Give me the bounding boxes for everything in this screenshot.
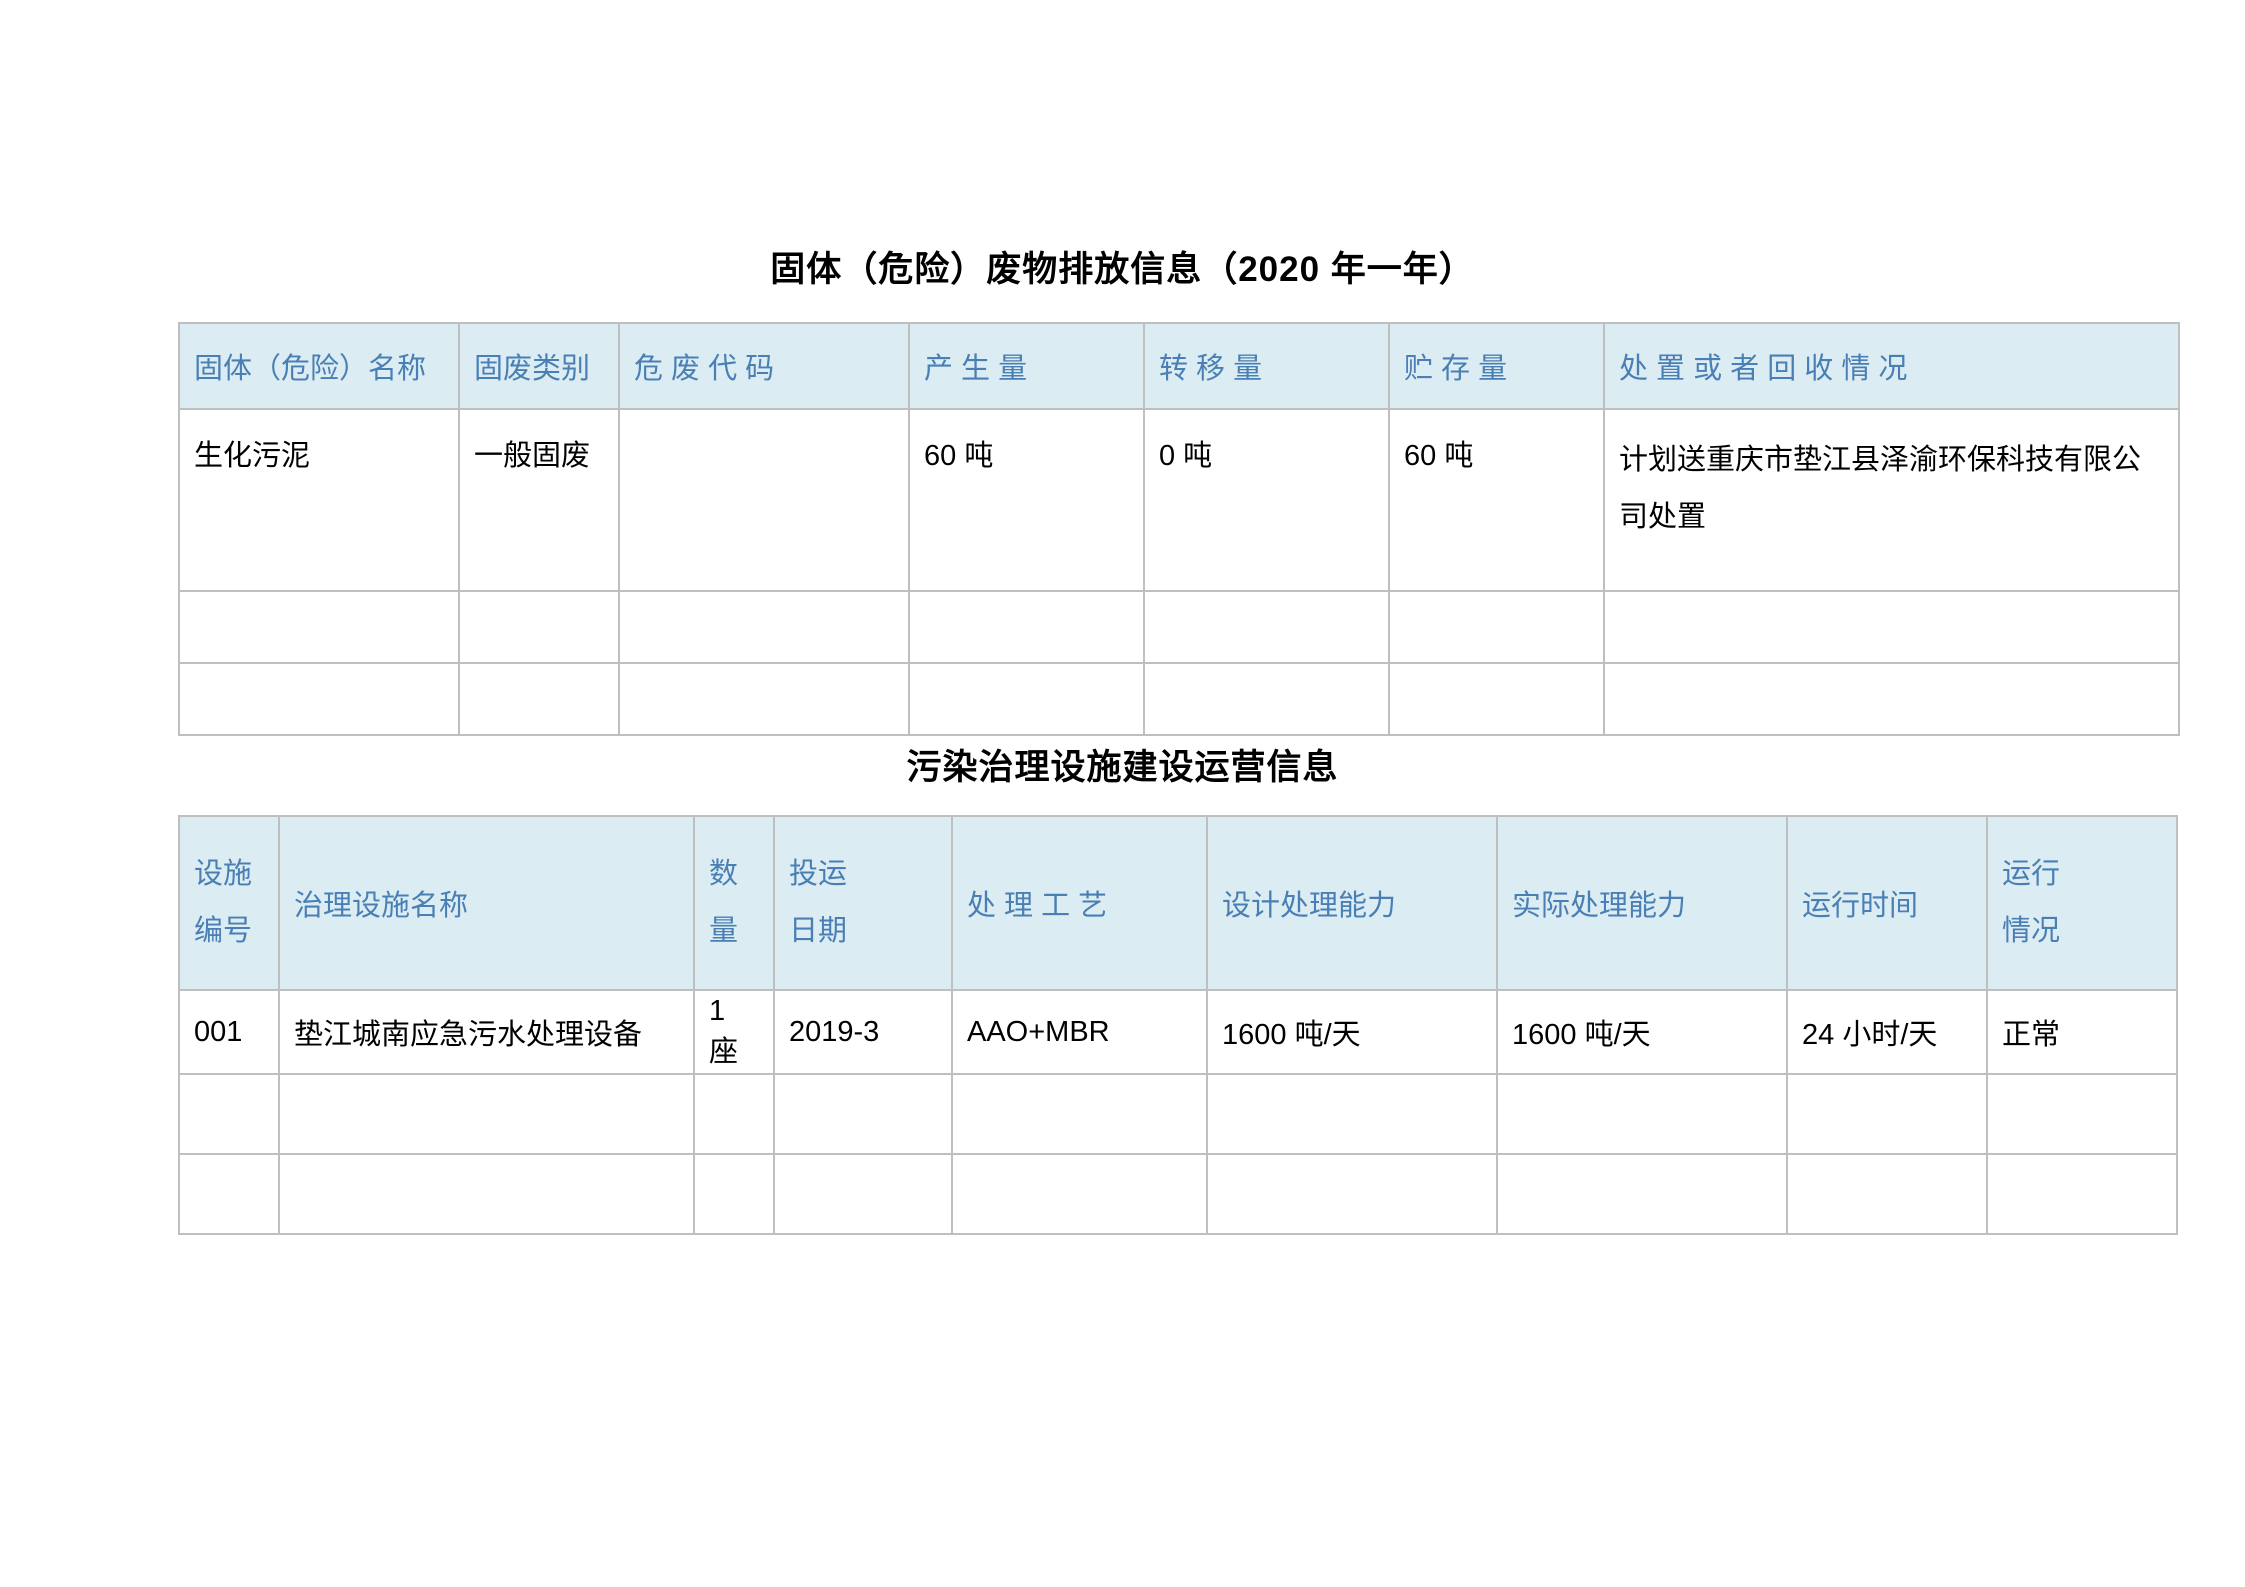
cell-facility-id: [178, 1153, 280, 1235]
cell-disposal-recovery: [1603, 662, 2180, 736]
cell-design-capacity: 1600 吨/天: [1206, 989, 1498, 1075]
cell-transferred-amount: [1143, 662, 1390, 736]
cell-quantity: [693, 1073, 775, 1155]
cell-commission-date: 2019-3: [773, 989, 953, 1075]
cell-generated-amount: [908, 662, 1145, 736]
cell-waste-name: [178, 590, 460, 664]
cell-stored-amount: 60 吨: [1388, 408, 1605, 592]
cell-operating-time: 24 小时/天: [1786, 989, 1988, 1075]
cell-facility-name: [278, 1153, 695, 1235]
facility-table: 设施 编号 治理设施名称 数 量 投运 日期: [178, 815, 2178, 1235]
cell-generated-amount: 60 吨: [908, 408, 1145, 592]
table-row: [178, 662, 2180, 736]
cell-hazard-code: [618, 662, 910, 736]
header-operating-status: 运行 情况: [1986, 815, 2178, 991]
solid-waste-section-title: 固体（危险）废物排放信息（2020 年一年）: [770, 250, 1475, 289]
cell-operating-status: [1986, 1153, 2178, 1235]
cell-disposal-recovery: 计划送重庆市垫江县泽渝环保科技有限公司处置: [1603, 408, 2180, 592]
cell-hazard-code: [618, 590, 910, 664]
cell-design-capacity: [1206, 1153, 1498, 1235]
cell-transferred-amount: 0 吨: [1143, 408, 1390, 592]
cell-actual-capacity: 1600 吨/天: [1496, 989, 1788, 1075]
cell-design-capacity: [1206, 1073, 1498, 1155]
cell-generated-amount: [908, 590, 1145, 664]
cell-operating-status: 正常: [1986, 989, 2178, 1075]
header-waste-name: 固体（危险）名称: [178, 322, 460, 410]
cell-commission-date: [773, 1073, 953, 1155]
header-design-capacity: 设计处理能力: [1206, 815, 1498, 991]
header-quantity: 数 量: [693, 815, 775, 991]
cell-hazard-code: [618, 408, 910, 592]
cell-facility-id: [178, 1073, 280, 1155]
cell-operating-time: [1786, 1073, 1988, 1155]
table-row: 001 垫江城南应急污水处理设备 1 座 2019-3 AAO+MBR 1600…: [178, 989, 2178, 1075]
table-row: [178, 590, 2180, 664]
facility-section-title: 污染治理设施建设运营信息: [906, 748, 1339, 787]
cell-transferred-amount: [1143, 590, 1390, 664]
cell-waste-category: [458, 590, 620, 664]
header-waste-category: 固废类别: [458, 322, 620, 410]
header-facility-name: 治理设施名称: [278, 815, 695, 991]
header-generated-amount: 产 生 量: [908, 322, 1145, 410]
header-disposal-recovery: 处 置 或 者 回 收 情 况: [1603, 322, 2180, 410]
header-hazard-code: 危 废 代 码: [618, 322, 910, 410]
cell-waste-category: [458, 662, 620, 736]
table-row: [178, 1073, 2178, 1155]
header-operating-time: 运行时间: [1786, 815, 1988, 991]
cell-treatment-process: AAO+MBR: [951, 989, 1208, 1075]
cell-operating-time: [1786, 1153, 1988, 1235]
cell-facility-name: [278, 1073, 695, 1155]
cell-quantity: [693, 1153, 775, 1235]
facility-header-row: 设施 编号 治理设施名称 数 量 投运 日期: [178, 815, 2178, 991]
cell-treatment-process: [951, 1073, 1208, 1155]
header-stored-amount: 贮 存 量: [1388, 322, 1605, 410]
cell-actual-capacity: [1496, 1073, 1788, 1155]
table-row: 生化污泥 一般固废 60 吨 0 吨 60 吨 计划送重庆市垫江县泽渝环保科技有…: [178, 408, 2180, 592]
cell-actual-capacity: [1496, 1153, 1788, 1235]
cell-facility-id: 001: [178, 989, 280, 1075]
header-treatment-process: 处 理 工 艺: [951, 815, 1208, 991]
cell-waste-name: [178, 662, 460, 736]
cell-waste-category: 一般固废: [458, 408, 620, 592]
cell-treatment-process: [951, 1153, 1208, 1235]
cell-facility-name: 垫江城南应急污水处理设备: [278, 989, 695, 1075]
cell-commission-date: [773, 1153, 953, 1235]
solid-waste-header-row: 固体（危险）名称 固废类别 危 废 代 码 产 生 量 转 移 量 贮 存 量: [178, 322, 2180, 410]
cell-operating-status: [1986, 1073, 2178, 1155]
cell-disposal-recovery: [1603, 590, 2180, 664]
header-facility-id: 设施 编号: [178, 815, 280, 991]
cell-waste-name: 生化污泥: [178, 408, 460, 592]
cell-quantity: 1 座: [693, 989, 775, 1075]
header-transferred-amount: 转 移 量: [1143, 322, 1390, 410]
solid-waste-table: 固体（危险）名称 固废类别 危 废 代 码 产 生 量 转 移 量 贮 存 量: [178, 322, 2180, 736]
table-row: [178, 1153, 2178, 1235]
cell-stored-amount: [1388, 662, 1605, 736]
header-commission-date: 投运 日期: [773, 815, 953, 991]
header-actual-capacity: 实际处理能力: [1496, 815, 1788, 991]
cell-stored-amount: [1388, 590, 1605, 664]
